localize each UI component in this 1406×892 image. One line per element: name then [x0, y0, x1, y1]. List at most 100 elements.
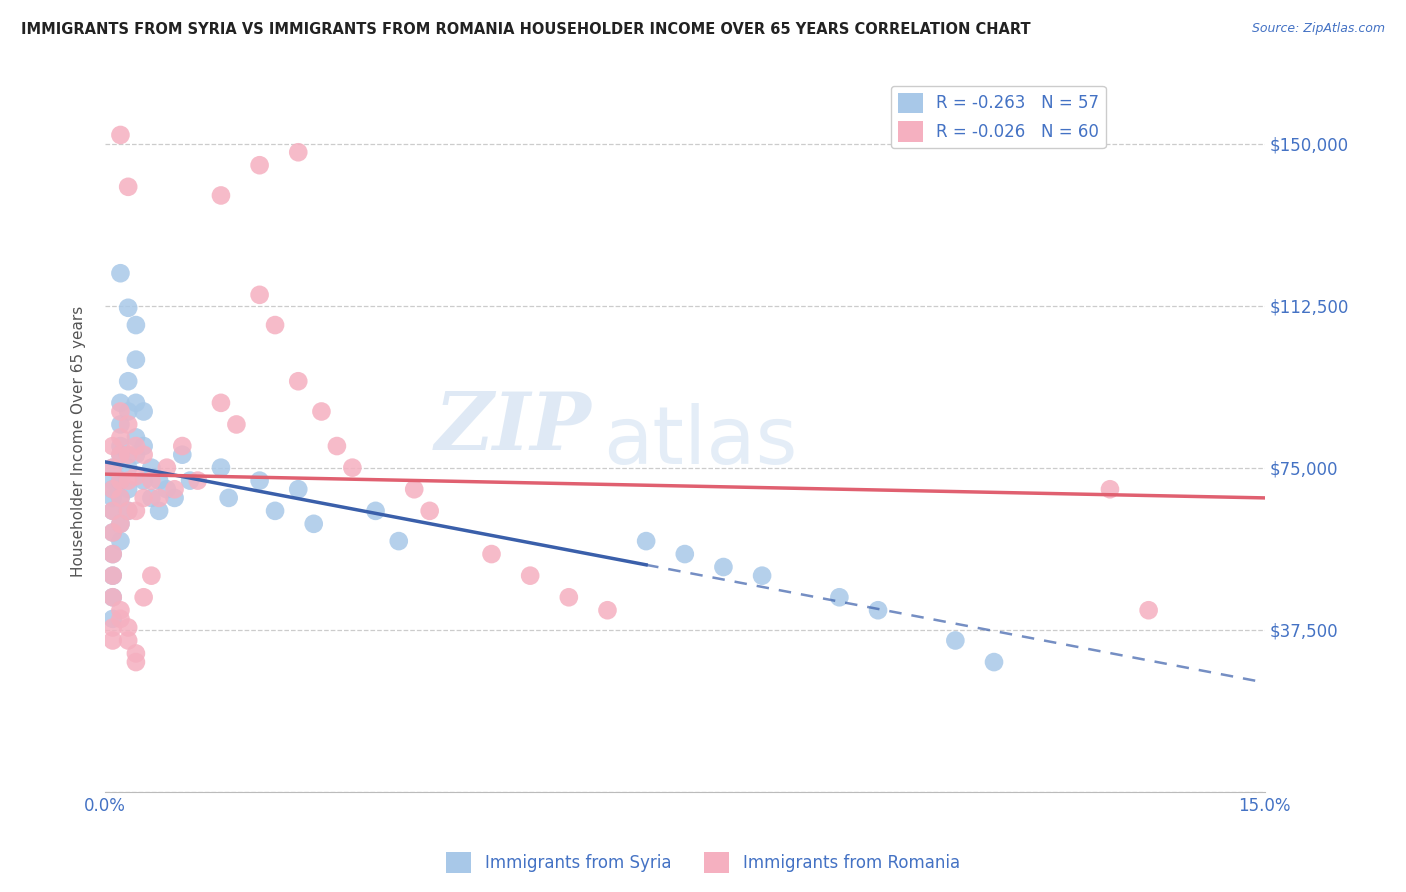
Point — [264, 504, 287, 518]
Point — [101, 460, 124, 475]
Point — [110, 417, 132, 432]
Text: atlas: atlas — [603, 402, 799, 481]
Point — [983, 655, 1005, 669]
Point — [110, 448, 132, 462]
Point — [519, 568, 541, 582]
Point — [101, 474, 124, 488]
Point — [249, 158, 271, 172]
Point — [751, 568, 773, 582]
Point — [141, 491, 163, 505]
Point — [110, 439, 132, 453]
Point — [419, 504, 441, 518]
Point — [218, 491, 240, 505]
Point — [326, 439, 349, 453]
Point — [125, 647, 148, 661]
Point — [125, 439, 148, 453]
Point — [101, 482, 124, 496]
Point — [101, 525, 124, 540]
Point — [117, 504, 139, 518]
Point — [156, 482, 179, 496]
Point — [101, 620, 124, 634]
Point — [101, 460, 124, 475]
Point — [148, 504, 170, 518]
Point — [342, 460, 364, 475]
Point — [302, 516, 325, 531]
Point — [1137, 603, 1160, 617]
Point — [101, 525, 124, 540]
Point — [117, 474, 139, 488]
Point — [110, 448, 132, 462]
Point — [110, 404, 132, 418]
Text: ZIP: ZIP — [434, 389, 592, 467]
Point — [636, 534, 658, 549]
Point — [125, 469, 148, 483]
Point — [388, 534, 411, 549]
Point — [125, 430, 148, 444]
Point — [713, 560, 735, 574]
Point — [110, 266, 132, 280]
Point — [101, 547, 124, 561]
Legend: Immigrants from Syria, Immigrants from Romania: Immigrants from Syria, Immigrants from R… — [440, 846, 966, 880]
Point — [110, 474, 132, 488]
Point — [117, 504, 139, 518]
Point — [101, 568, 124, 582]
Point — [110, 516, 132, 531]
Point — [187, 474, 209, 488]
Point — [117, 374, 139, 388]
Point — [125, 396, 148, 410]
Point — [117, 460, 139, 475]
Point — [101, 504, 124, 518]
Point — [148, 474, 170, 488]
Point — [141, 474, 163, 488]
Point — [110, 396, 132, 410]
Point — [132, 591, 155, 605]
Point — [132, 491, 155, 505]
Point — [117, 633, 139, 648]
Point — [110, 491, 132, 505]
Legend: R = -0.263   N = 57, R = -0.026   N = 60: R = -0.263 N = 57, R = -0.026 N = 60 — [891, 87, 1105, 148]
Point — [110, 430, 132, 444]
Text: Source: ZipAtlas.com: Source: ZipAtlas.com — [1251, 22, 1385, 36]
Point — [156, 460, 179, 475]
Text: IMMIGRANTS FROM SYRIA VS IMMIGRANTS FROM ROMANIA HOUSEHOLDER INCOME OVER 65 YEAR: IMMIGRANTS FROM SYRIA VS IMMIGRANTS FROM… — [21, 22, 1031, 37]
Point — [101, 568, 124, 582]
Y-axis label: Householder Income Over 65 years: Householder Income Over 65 years — [72, 306, 86, 577]
Point — [673, 547, 696, 561]
Point — [209, 460, 232, 475]
Point — [117, 301, 139, 315]
Point — [117, 448, 139, 462]
Point — [249, 474, 271, 488]
Point — [110, 474, 132, 488]
Point — [125, 318, 148, 332]
Point — [132, 404, 155, 418]
Point — [404, 482, 426, 496]
Point — [101, 547, 124, 561]
Point — [209, 396, 232, 410]
Point — [943, 633, 966, 648]
Point — [558, 591, 581, 605]
Point — [125, 448, 148, 462]
Point — [101, 591, 124, 605]
Point — [125, 655, 148, 669]
Point — [364, 504, 387, 518]
Point — [117, 417, 139, 432]
Point — [1098, 482, 1121, 496]
Point — [481, 547, 503, 561]
Point — [828, 591, 851, 605]
Point — [101, 439, 124, 453]
Point — [209, 188, 232, 202]
Point — [264, 318, 287, 332]
Point — [596, 603, 619, 617]
Point — [101, 482, 124, 496]
Point — [125, 352, 148, 367]
Point — [117, 404, 139, 418]
Point — [117, 482, 139, 496]
Point — [141, 460, 163, 475]
Point — [110, 534, 132, 549]
Point — [172, 439, 194, 453]
Point — [101, 591, 124, 605]
Point — [311, 404, 333, 418]
Point — [132, 474, 155, 488]
Point — [110, 491, 132, 505]
Point — [110, 603, 132, 617]
